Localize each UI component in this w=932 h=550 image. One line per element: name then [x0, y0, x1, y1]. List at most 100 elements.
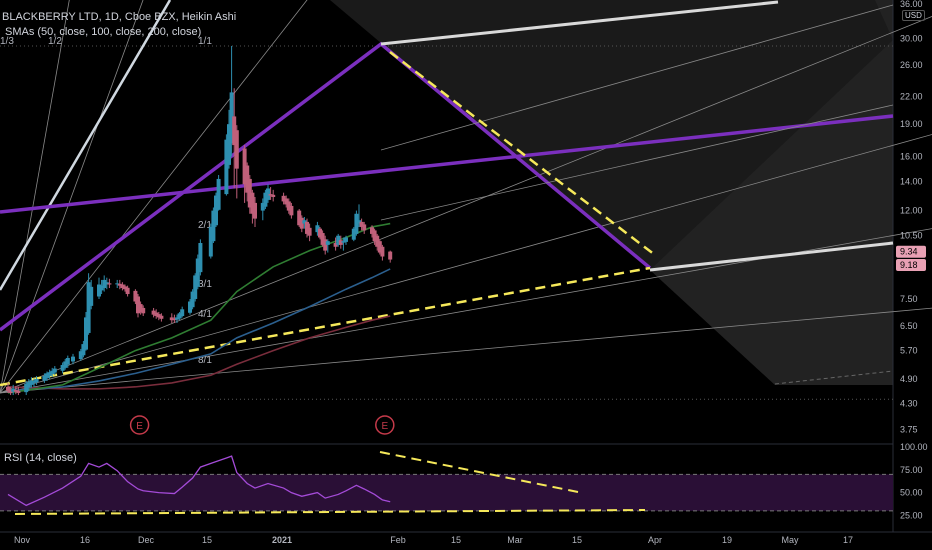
candle-body — [138, 304, 143, 312]
candle — [102, 275, 107, 292]
candle-body — [302, 220, 307, 224]
candle-body — [250, 192, 255, 214]
candles-layer — [6, 45, 393, 396]
candle — [172, 314, 177, 324]
fan-line-4-1 — [0, 228, 932, 394]
candle-body — [214, 195, 218, 226]
time-tick-label: 16 — [80, 535, 90, 545]
time-tick-label: 15 — [572, 535, 582, 545]
candle-body — [11, 388, 16, 392]
purple-trend-line — [0, 114, 894, 214]
candle-body — [63, 361, 68, 368]
candle — [271, 189, 276, 202]
candle-body — [320, 233, 325, 245]
candle-body — [42, 375, 47, 381]
drawing-tools-layer[interactable]: 1/3 1/2 1/1 2/1 3/1 4/1 8/1 E E — [0, 0, 932, 435]
candle — [351, 226, 356, 242]
fan-label: 8/1 — [198, 355, 212, 366]
candle — [344, 235, 348, 245]
candle — [234, 125, 239, 199]
candle-body — [284, 198, 289, 205]
rsi-line — [7, 455, 391, 507]
candle-body — [52, 368, 57, 373]
last-price-label: 9.34 — [900, 247, 918, 257]
fan-label: 2/1 — [198, 220, 212, 231]
candle-body — [245, 165, 250, 193]
channel-upper-line — [380, 0, 779, 46]
candle — [177, 311, 182, 321]
candle — [224, 134, 229, 196]
candle-body — [208, 226, 213, 257]
candle-body — [50, 370, 55, 375]
candle-body — [234, 130, 239, 169]
candle-body — [281, 195, 286, 202]
candle-body — [172, 318, 177, 321]
candle-body — [357, 220, 361, 224]
candle-body — [232, 116, 237, 146]
price-tick-label: 14.00 — [900, 177, 923, 187]
candle-body — [97, 284, 101, 297]
candle — [16, 386, 21, 396]
price-tick-label: 3.75 — [900, 424, 918, 434]
candle — [320, 230, 325, 247]
candle — [229, 45, 234, 157]
candle-body — [71, 356, 75, 362]
candle — [357, 204, 361, 227]
candle — [60, 362, 65, 374]
axes-layer: 36.00 30.00 26.00 22.00 19.00 16.00 14.00 12.00… — [14, 0, 928, 545]
candle — [198, 239, 203, 276]
candle-body — [224, 139, 229, 195]
channel-mid-line-2 — [380, 104, 894, 221]
candle — [263, 189, 268, 210]
candle-body — [375, 235, 380, 247]
candle — [315, 221, 320, 236]
rsi-resistance-line — [379, 451, 579, 493]
candle-body — [354, 213, 359, 234]
candle — [333, 237, 338, 251]
candle — [284, 195, 289, 208]
candle-body — [305, 221, 309, 234]
rsi-tick-label: 25.00 — [900, 510, 923, 520]
currency-badge[interactable]: USD — [902, 10, 925, 21]
candle — [253, 196, 257, 227]
candle — [133, 289, 138, 305]
candle — [136, 294, 140, 318]
candle — [245, 162, 250, 202]
candle-body — [29, 380, 34, 385]
candle-body — [341, 241, 346, 243]
candle — [50, 367, 55, 378]
sma-layer — [7, 222, 391, 394]
candle — [26, 379, 31, 391]
candle — [247, 175, 252, 214]
fan-label: 1/1 — [198, 36, 212, 47]
sma100-line — [7, 268, 391, 392]
candle-body — [370, 227, 374, 234]
candle-body — [227, 124, 231, 165]
candle — [47, 369, 52, 380]
fan-line-2-1 — [0, 15, 932, 394]
rsi-support-line — [14, 509, 646, 515]
candle-body — [297, 210, 302, 226]
candle — [341, 237, 346, 251]
candle — [141, 305, 146, 317]
price-tick-label: 16.00 — [900, 151, 923, 161]
channel-projection-dashed — [774, 370, 894, 385]
candle-body — [260, 202, 265, 211]
candle-body — [32, 380, 36, 383]
candle — [13, 386, 18, 395]
candle-body — [338, 240, 343, 245]
candle — [375, 233, 380, 251]
candle — [71, 353, 75, 365]
candle — [156, 311, 161, 321]
fan-label: 3/1 — [198, 279, 212, 290]
candle-body — [26, 382, 31, 388]
candle-body — [336, 235, 341, 245]
candle-body — [198, 243, 203, 273]
candle — [52, 366, 57, 376]
price-tick-label: 30.00 — [900, 33, 923, 43]
fan-label: 1/3 — [0, 36, 14, 47]
candle — [65, 355, 70, 368]
candle — [154, 309, 159, 319]
candle — [302, 216, 307, 229]
